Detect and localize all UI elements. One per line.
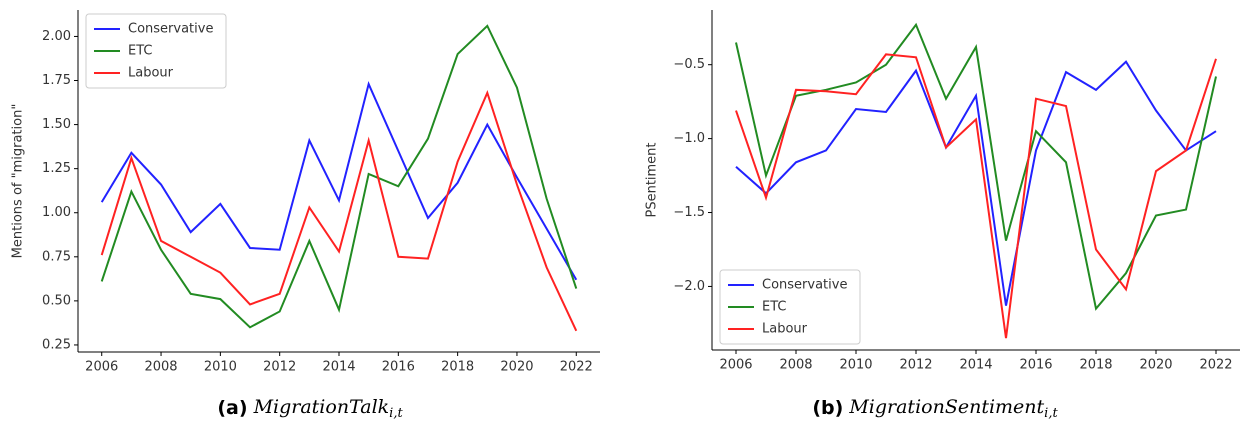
series-line xyxy=(100,24,578,329)
y-tick-label: −2.0 xyxy=(673,279,705,294)
legend-label: Labour xyxy=(762,322,808,337)
y-tick-label: 1.00 xyxy=(42,205,71,220)
x-tick-label: 2014 xyxy=(322,360,355,375)
series-line xyxy=(735,60,1217,306)
legend-label: Conservative xyxy=(128,22,213,37)
legend-box xyxy=(719,269,861,345)
y-axis-label: PSentiment xyxy=(645,142,660,217)
x-tick-label: 2012 xyxy=(263,360,296,375)
x-tick-label: 2008 xyxy=(779,358,812,373)
series-line xyxy=(735,22,1217,311)
y-tick-label: 0.25 xyxy=(42,337,71,352)
caption-label: (a) xyxy=(217,397,247,419)
x-tick-label: 2006 xyxy=(719,358,752,373)
legend-label: Labour xyxy=(128,66,174,81)
y-tick-label: −1.0 xyxy=(673,131,705,146)
y-tick-label: 0.50 xyxy=(42,293,71,308)
x-tick-label: 2020 xyxy=(1139,358,1172,373)
y-tick-label: −0.5 xyxy=(673,57,705,72)
x-tick-label: 2010 xyxy=(839,358,872,373)
y-tick-label: 1.75 xyxy=(42,73,71,88)
caption-subscript: i,t xyxy=(389,406,403,421)
caption-text: MigrationSentiment xyxy=(848,396,1044,418)
series-line xyxy=(100,90,578,332)
legend-box xyxy=(85,13,227,89)
caption: (a) MigrationTalki,t xyxy=(217,396,403,421)
caption-label: (b) xyxy=(812,397,843,419)
x-tick-label: 2020 xyxy=(500,360,533,375)
x-tick-label: 2016 xyxy=(1019,358,1052,373)
legend-label: Conservative xyxy=(762,278,847,293)
y-tick-label: 0.75 xyxy=(42,249,71,264)
y-tick-label: 2.00 xyxy=(42,29,71,44)
x-tick-label: 2016 xyxy=(382,360,415,375)
series-line xyxy=(735,53,1217,339)
x-tick-label: 2008 xyxy=(144,360,177,375)
y-axis-label: Mentions of "migration" xyxy=(11,104,26,259)
x-tick-label: 2018 xyxy=(441,360,474,375)
caption-subscript: i,t xyxy=(1044,406,1058,421)
series-line xyxy=(100,80,578,281)
x-tick-label: 2010 xyxy=(204,360,237,375)
x-tick-label: 2022 xyxy=(560,360,593,375)
x-tick-label: 2006 xyxy=(85,360,118,375)
caption-text: MigrationTalk xyxy=(253,396,390,418)
legend-label: ETC xyxy=(762,300,786,315)
x-tick-label: 2018 xyxy=(1079,358,1112,373)
legend-label: ETC xyxy=(128,44,152,59)
y-tick-label: −1.5 xyxy=(673,205,705,220)
x-tick-label: 2022 xyxy=(1199,358,1232,373)
x-tick-label: 2014 xyxy=(959,358,992,373)
caption: (b) MigrationSentimenti,t xyxy=(812,396,1058,421)
y-tick-label: 1.25 xyxy=(42,161,71,176)
x-tick-label: 2012 xyxy=(899,358,932,373)
y-tick-label: 1.50 xyxy=(42,117,71,132)
